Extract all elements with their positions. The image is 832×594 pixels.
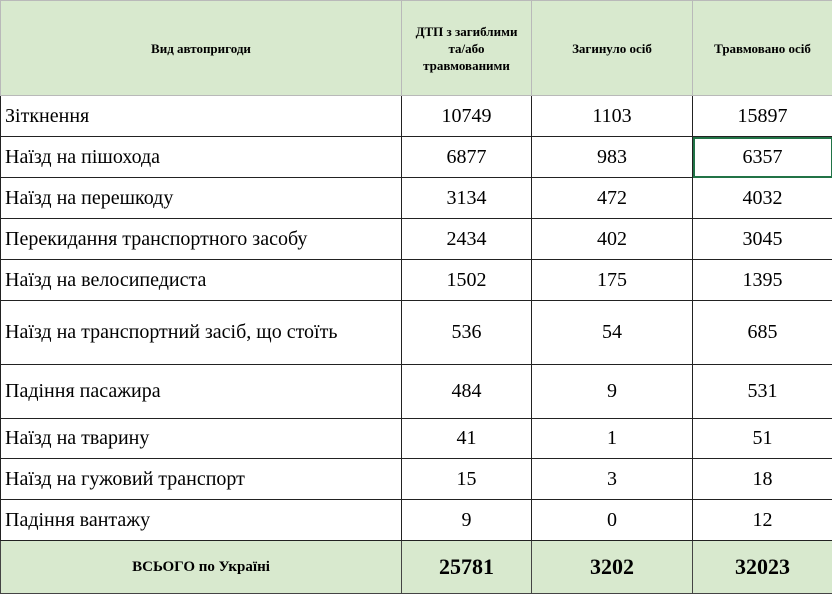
value-cell: 1395 bbox=[693, 260, 832, 301]
label-cell: Наїзд на перешкоду bbox=[1, 178, 402, 219]
value-cell: 531 bbox=[693, 365, 832, 419]
value-cell: 9 bbox=[532, 365, 693, 419]
value-cell: 685 bbox=[693, 301, 832, 365]
value-cell: 6877 bbox=[402, 137, 532, 178]
value-cell: 4032 bbox=[693, 178, 832, 219]
value-cell: 983 bbox=[532, 137, 693, 178]
label-cell: Перекидання транспортного засобу bbox=[1, 219, 402, 260]
value-cell: 3134 bbox=[402, 178, 532, 219]
value-cell: Травмовано осіб bbox=[693, 1, 832, 96]
value-cell: 15897 bbox=[693, 96, 832, 137]
value-cell: 472 bbox=[532, 178, 693, 219]
value-cell: 3 bbox=[532, 459, 693, 500]
label-cell: Наїзд на тварину bbox=[1, 419, 402, 459]
value-cell: 10749 bbox=[402, 96, 532, 137]
value-cell: 1 bbox=[532, 419, 693, 459]
value-cell: 2434 bbox=[402, 219, 532, 260]
value-cell: 51 bbox=[693, 419, 832, 459]
value-cell: 536 bbox=[402, 301, 532, 365]
label-cell: Вид автопригоди bbox=[1, 1, 402, 96]
value-cell: 32023 bbox=[693, 541, 832, 594]
value-cell: 3045 bbox=[693, 219, 832, 260]
label-cell: Наїзд на пішохода bbox=[1, 137, 402, 178]
label-cell: ВСЬОГО по Україні bbox=[1, 541, 402, 594]
value-cell: 1502 bbox=[402, 260, 532, 301]
label-cell: Наїзд на гужовий транспорт bbox=[1, 459, 402, 500]
value-cell: 41 bbox=[402, 419, 532, 459]
value-cell: 0 bbox=[532, 500, 693, 541]
value-cell: 18 bbox=[693, 459, 832, 500]
value-cell: 9 bbox=[402, 500, 532, 541]
value-cell: 1103 bbox=[532, 96, 693, 137]
value-cell: 15 bbox=[402, 459, 532, 500]
value-cell: 3202 bbox=[532, 541, 693, 594]
label-cell: Зіткнення bbox=[1, 96, 402, 137]
value-cell: 25781 bbox=[402, 541, 532, 594]
label-cell: Наїзд на велосипедиста bbox=[1, 260, 402, 301]
value-cell: 54 bbox=[532, 301, 693, 365]
value-cell: 484 bbox=[402, 365, 532, 419]
value-cell: 175 bbox=[532, 260, 693, 301]
value-cell: 12 bbox=[693, 500, 832, 541]
label-cell: Наїзд на транспортний засіб, що стоїть bbox=[1, 301, 402, 365]
value-cell: 6357 bbox=[693, 137, 832, 178]
value-cell: Загинуло осіб bbox=[532, 1, 693, 96]
label-cell: Падіння вантажу bbox=[1, 500, 402, 541]
value-cell: ДТП з загиблими та/або травмованими bbox=[402, 1, 532, 96]
value-cell: 402 bbox=[532, 219, 693, 260]
label-cell: Падіння пасажира bbox=[1, 365, 402, 419]
